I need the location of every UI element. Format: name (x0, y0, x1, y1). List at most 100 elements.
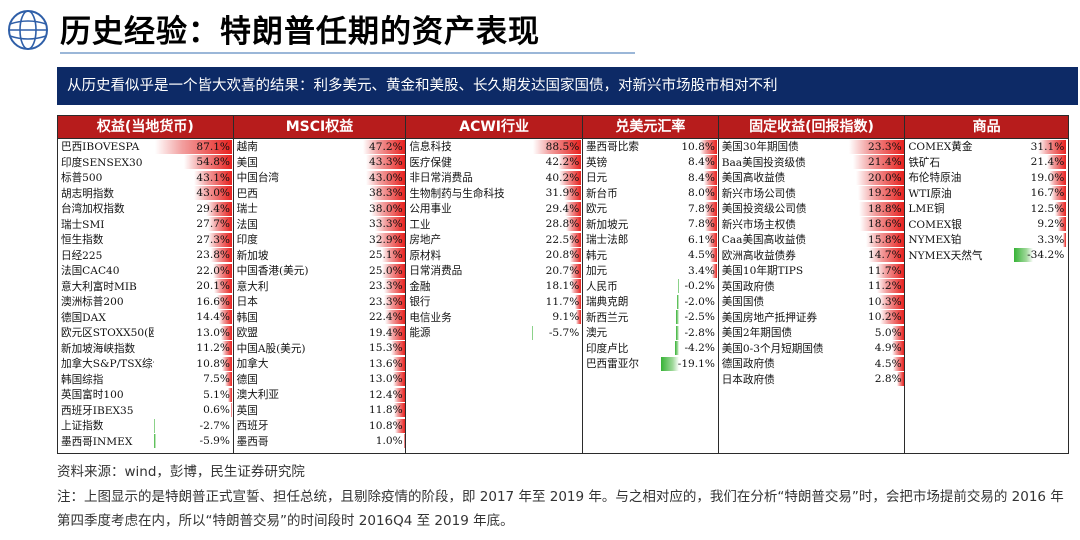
row-label: 德国政府债 (721, 358, 775, 371)
row-label: 新台币 (585, 187, 618, 200)
row-label: 上证指数 (61, 420, 104, 433)
value-label: 5.0% (874, 326, 902, 339)
positive-bar (1051, 186, 1067, 201)
row-label: 韩国 (236, 311, 258, 324)
value-label: -19.1% (677, 357, 715, 370)
table-row: 日本 23.3% (234, 294, 406, 310)
table-row: 瑞士SMI 27.7% (58, 217, 233, 233)
value-cell: 10.8% (326, 418, 405, 433)
table-1: 权益(当地货币) 巴西IBOVESPA 87.1% 印度SENSEX30 54.8% 标普… (58, 116, 234, 453)
positive-bar (370, 201, 405, 216)
value-label: 29.4% (545, 202, 580, 215)
positive-bar (893, 356, 904, 371)
table-row: 美国 43.3% (234, 155, 406, 171)
positive-bar (891, 325, 904, 340)
positive-bar (394, 403, 405, 418)
positive-bar (219, 310, 232, 325)
table-row: 美国国债 10.3% (719, 294, 905, 310)
table-header: MSCI权益 (233, 116, 406, 139)
value-label: 8.0% (688, 187, 715, 200)
value-label: 12.4% (369, 388, 403, 401)
positive-bar (370, 186, 405, 201)
table-row: 德国政府债 4.5% (719, 356, 905, 372)
value-cell: 5.1% (154, 387, 232, 402)
row-label: 美国房地产抵押证券 (721, 311, 818, 324)
table-row: 欧盟 19.4% (234, 325, 406, 341)
row-label: 原材料 (409, 249, 442, 262)
value-cell: -5.9% (154, 434, 232, 449)
row-label: 生物制药与生命科技 (409, 187, 505, 200)
value-cell: 13.0% (326, 372, 405, 387)
value-label: 4.5% (688, 249, 715, 262)
positive-bar (393, 387, 405, 402)
table-row: 银行 11.7% (406, 294, 582, 310)
value-cell: 31.9% (526, 186, 582, 201)
row-label: 日本政府债 (721, 373, 775, 386)
table-row: 澳洲标普200 16.6% (58, 294, 233, 310)
table-row: 韩国 22.4% (234, 310, 406, 326)
value-label: 11.7% (868, 264, 902, 277)
positive-bar (220, 325, 232, 340)
row-label: 瑞典克朗 (585, 296, 629, 309)
positive-bar (390, 341, 405, 356)
table-row: 西班牙IBEX35 0.6% (58, 403, 233, 419)
positive-bar (876, 263, 904, 278)
positive-bar (563, 186, 582, 201)
positive-bar (869, 248, 904, 263)
positive-bar (707, 232, 717, 247)
table-row: 美国10年期TIPS 11.7% (719, 263, 905, 279)
table-row: 电信业务 9.1% (406, 310, 582, 326)
positive-bar (383, 294, 405, 309)
table-row: 上证指数 -2.7% (58, 418, 233, 434)
value-cell: 33.3% (326, 217, 405, 232)
value-cell: 15.8% (849, 232, 904, 247)
value-cell: 25.1% (326, 248, 405, 263)
table-row: 中国A股(美元) 15.3% (234, 341, 406, 357)
table-row: 英镑 8.4% (583, 155, 718, 171)
row-label: 韩元 (585, 249, 608, 262)
value-label: 9.1% (552, 311, 580, 324)
value-label: 43.1% (196, 171, 230, 184)
value-cell: 2.8% (849, 372, 904, 387)
value-label: 10.2% (868, 311, 902, 324)
row-label: 墨西哥比索 (585, 141, 639, 154)
value-cell: 38.3% (326, 186, 405, 201)
value-cell: 16.7% (1013, 186, 1067, 201)
positive-bar (704, 217, 717, 232)
value-label: 31.1% (1030, 140, 1065, 153)
row-label: 恒生指数 (61, 234, 104, 247)
table-row: 印度SENSEX30 54.8% (58, 155, 233, 171)
positive-bar (194, 186, 232, 201)
page-title: 历史经验：特朗普任期的资产表现 (60, 14, 540, 50)
table-row: 瑞士 38.0% (234, 201, 406, 217)
value-cell: 87.1% (154, 139, 232, 154)
value-cell: 10.3% (849, 294, 904, 309)
row-label: 房地产 (409, 234, 442, 247)
value-cell: 43.1% (154, 170, 232, 185)
row-label: 布伦特原油 (908, 172, 962, 185)
positive-bar (532, 139, 582, 154)
positive-bar (879, 294, 904, 309)
value-label: 13.6% (369, 357, 403, 370)
negative-bar (154, 434, 156, 449)
value-label: 28.8% (545, 218, 580, 231)
positive-bar (206, 201, 232, 216)
value-label: 88.5% (545, 140, 580, 153)
row-label: 日常消费品 (409, 265, 463, 278)
value-cell: 13.0% (154, 325, 232, 340)
value-label: 19.2% (868, 187, 902, 200)
table-row: 澳元 -2.8% (583, 325, 718, 341)
value-label: 0.6% (203, 404, 230, 417)
positive-bar (194, 170, 232, 185)
positive-bar (222, 341, 232, 356)
value-label: 21.4% (868, 156, 902, 169)
positive-bar (877, 279, 904, 294)
row-label: 美国投资级公司债 (721, 203, 807, 216)
value-cell: 40.2% (526, 170, 582, 185)
value-label: 22.4% (369, 311, 403, 324)
row-label: 印度SENSEX30 (61, 156, 143, 169)
value-cell: 32.9% (326, 232, 405, 247)
table-row: 欧洲高收益债券 14.7% (719, 248, 905, 264)
row-label: 新兴市场公司债 (721, 187, 796, 200)
value-label: -2.5% (684, 311, 715, 324)
